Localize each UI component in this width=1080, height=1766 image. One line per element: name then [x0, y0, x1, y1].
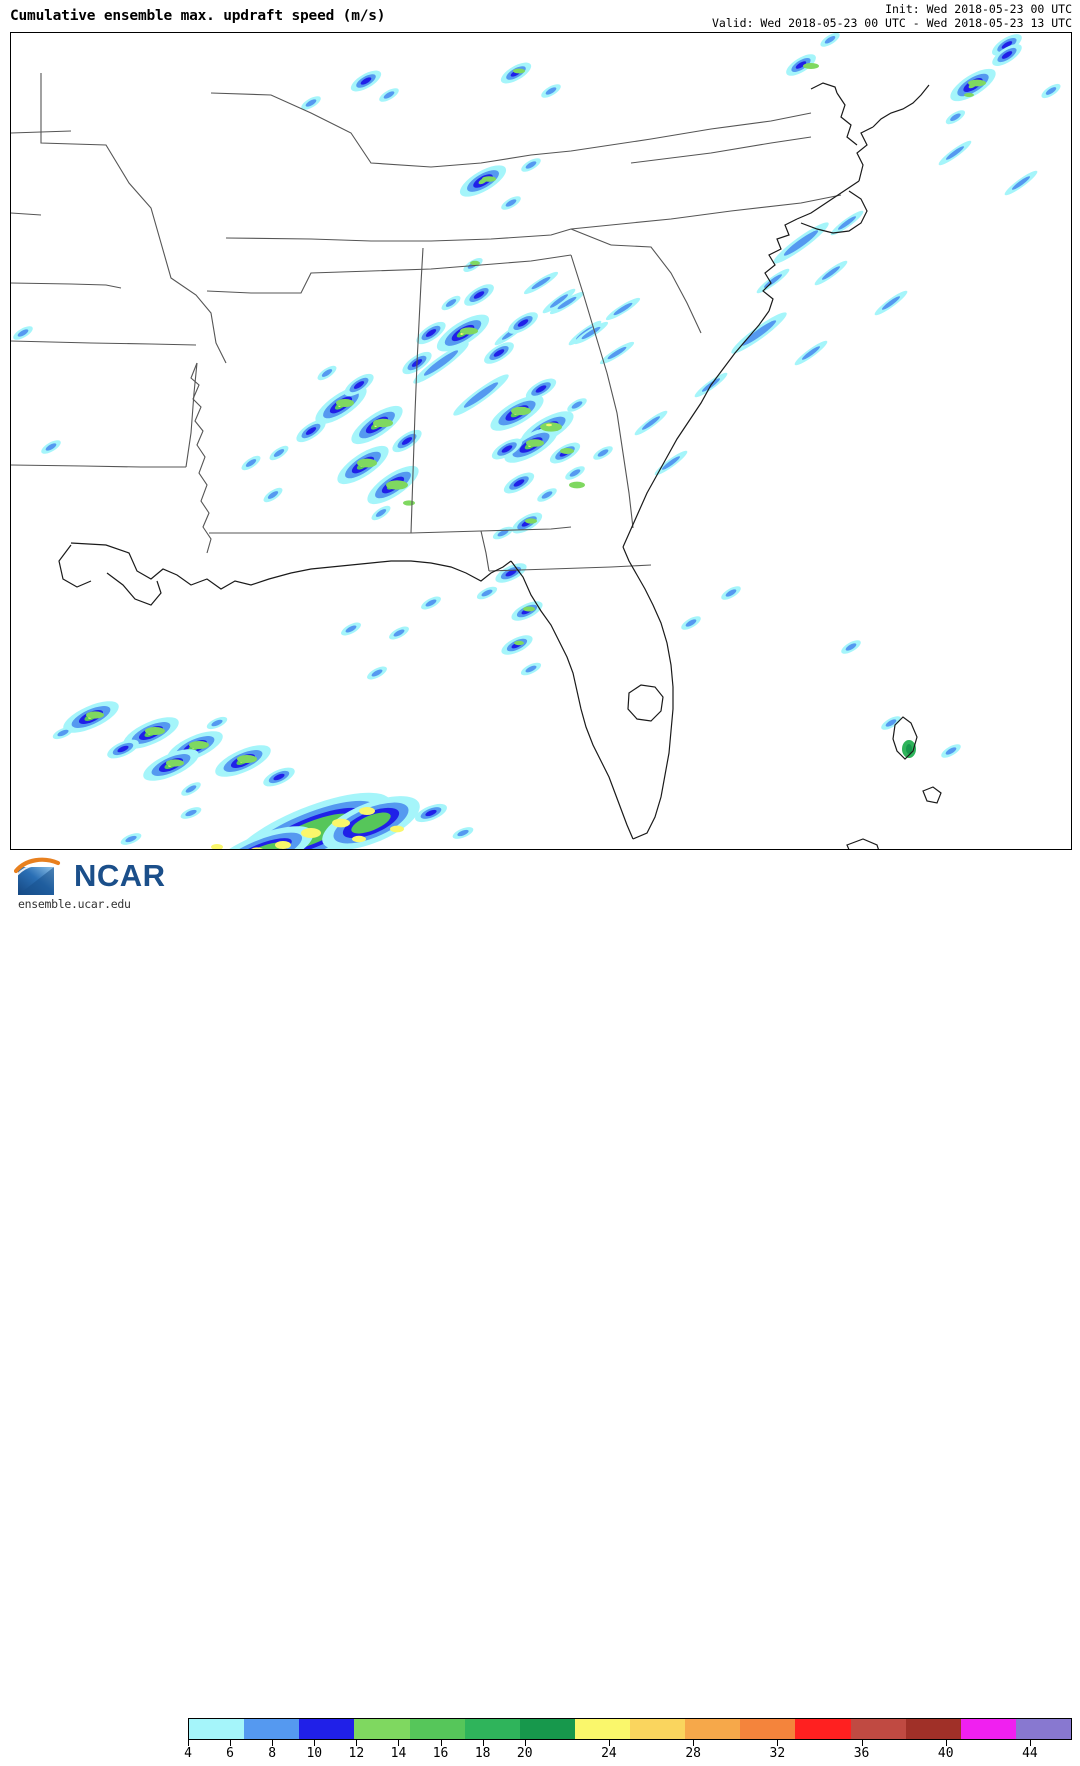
colorbar-tick-label: 24 — [601, 1746, 617, 1761]
colorbar-segment-9 — [685, 1719, 741, 1739]
colorbar-segment-4 — [409, 1719, 465, 1739]
colorbar[interactable] — [188, 1718, 1072, 1740]
colorbar-segment-13 — [905, 1719, 961, 1739]
colorbar-tick-label: 8 — [268, 1746, 277, 1761]
colorbar-segment-6 — [519, 1719, 575, 1739]
page-title: Cumulative ensemble max. updraft speed (… — [10, 8, 386, 24]
colorbar-tick-label: 10 — [306, 1746, 323, 1761]
colorbar-tick-label: 32 — [769, 1746, 786, 1761]
updraft-field — [11, 33, 1063, 849]
colorbar-segment-0 — [189, 1719, 245, 1739]
colorbar-tick-label: 44 — [1022, 1746, 1038, 1761]
timestamp-block: Init: Wed 2018-05-23 00 UTC Valid: Wed 2… — [711, 2, 1072, 30]
colorbar-ticks: 4 6 8 10 12 14 16 18 20 24 28 32 36 40 44 — [184, 1740, 1072, 1766]
colorbar-segment-1 — [244, 1719, 300, 1739]
colorbar-segment-8 — [630, 1719, 686, 1739]
colorbar-tick-label: 20 — [516, 1746, 533, 1761]
colorbar-segment-2 — [299, 1719, 355, 1739]
map-panel — [10, 32, 1072, 850]
colorbar-tick-label: 4 — [184, 1746, 192, 1761]
colorbar-segment-3 — [354, 1719, 410, 1739]
colorbar-tick-label: 18 — [474, 1746, 491, 1761]
valid-time: Valid: Wed 2018-05-23 00 UTC - Wed 2018-… — [711, 15, 1072, 30]
colorbar-segment-12 — [850, 1719, 906, 1739]
colorbar-tick-label: 36 — [853, 1746, 870, 1761]
colorbar-tick-label: 40 — [937, 1746, 954, 1761]
colorbar-tick-label: 28 — [685, 1746, 701, 1761]
init-time: Init: Wed 2018-05-23 00 UTC — [885, 2, 1072, 16]
colorbar-segment-14 — [960, 1719, 1016, 1739]
colorbar-segment-11 — [795, 1719, 851, 1739]
colorbar-tick-label: 16 — [432, 1746, 449, 1761]
coastline — [58, 82, 942, 849]
colorbar-segment-5 — [464, 1719, 520, 1739]
ncar-logo-text: NCAR — [74, 858, 166, 893]
state-borders — [11, 73, 842, 572]
colorbar-segment-15 — [1015, 1719, 1071, 1739]
forecast-map — [11, 33, 1071, 849]
colorbar-tick-label: 14 — [390, 1746, 407, 1761]
ensemble-url: ensemble.ucar.edu — [18, 897, 131, 911]
colorbar-tick-label: 12 — [348, 1746, 365, 1761]
colorbar-segment-10 — [740, 1719, 796, 1739]
colorbar-tick-label: 6 — [226, 1746, 235, 1761]
footer: NCAR ensemble.ucar.edu 4 6 8 10 12 14 16 18 20 24… — [0, 852, 1080, 1761]
ncar-logo-mark — [14, 857, 61, 895]
ncar-logo[interactable]: NCAR ensemble.ucar.edu — [8, 856, 173, 912]
colorbar-segment-7 — [574, 1719, 630, 1739]
header: Cumulative ensemble max. updraft speed (… — [0, 0, 1080, 32]
